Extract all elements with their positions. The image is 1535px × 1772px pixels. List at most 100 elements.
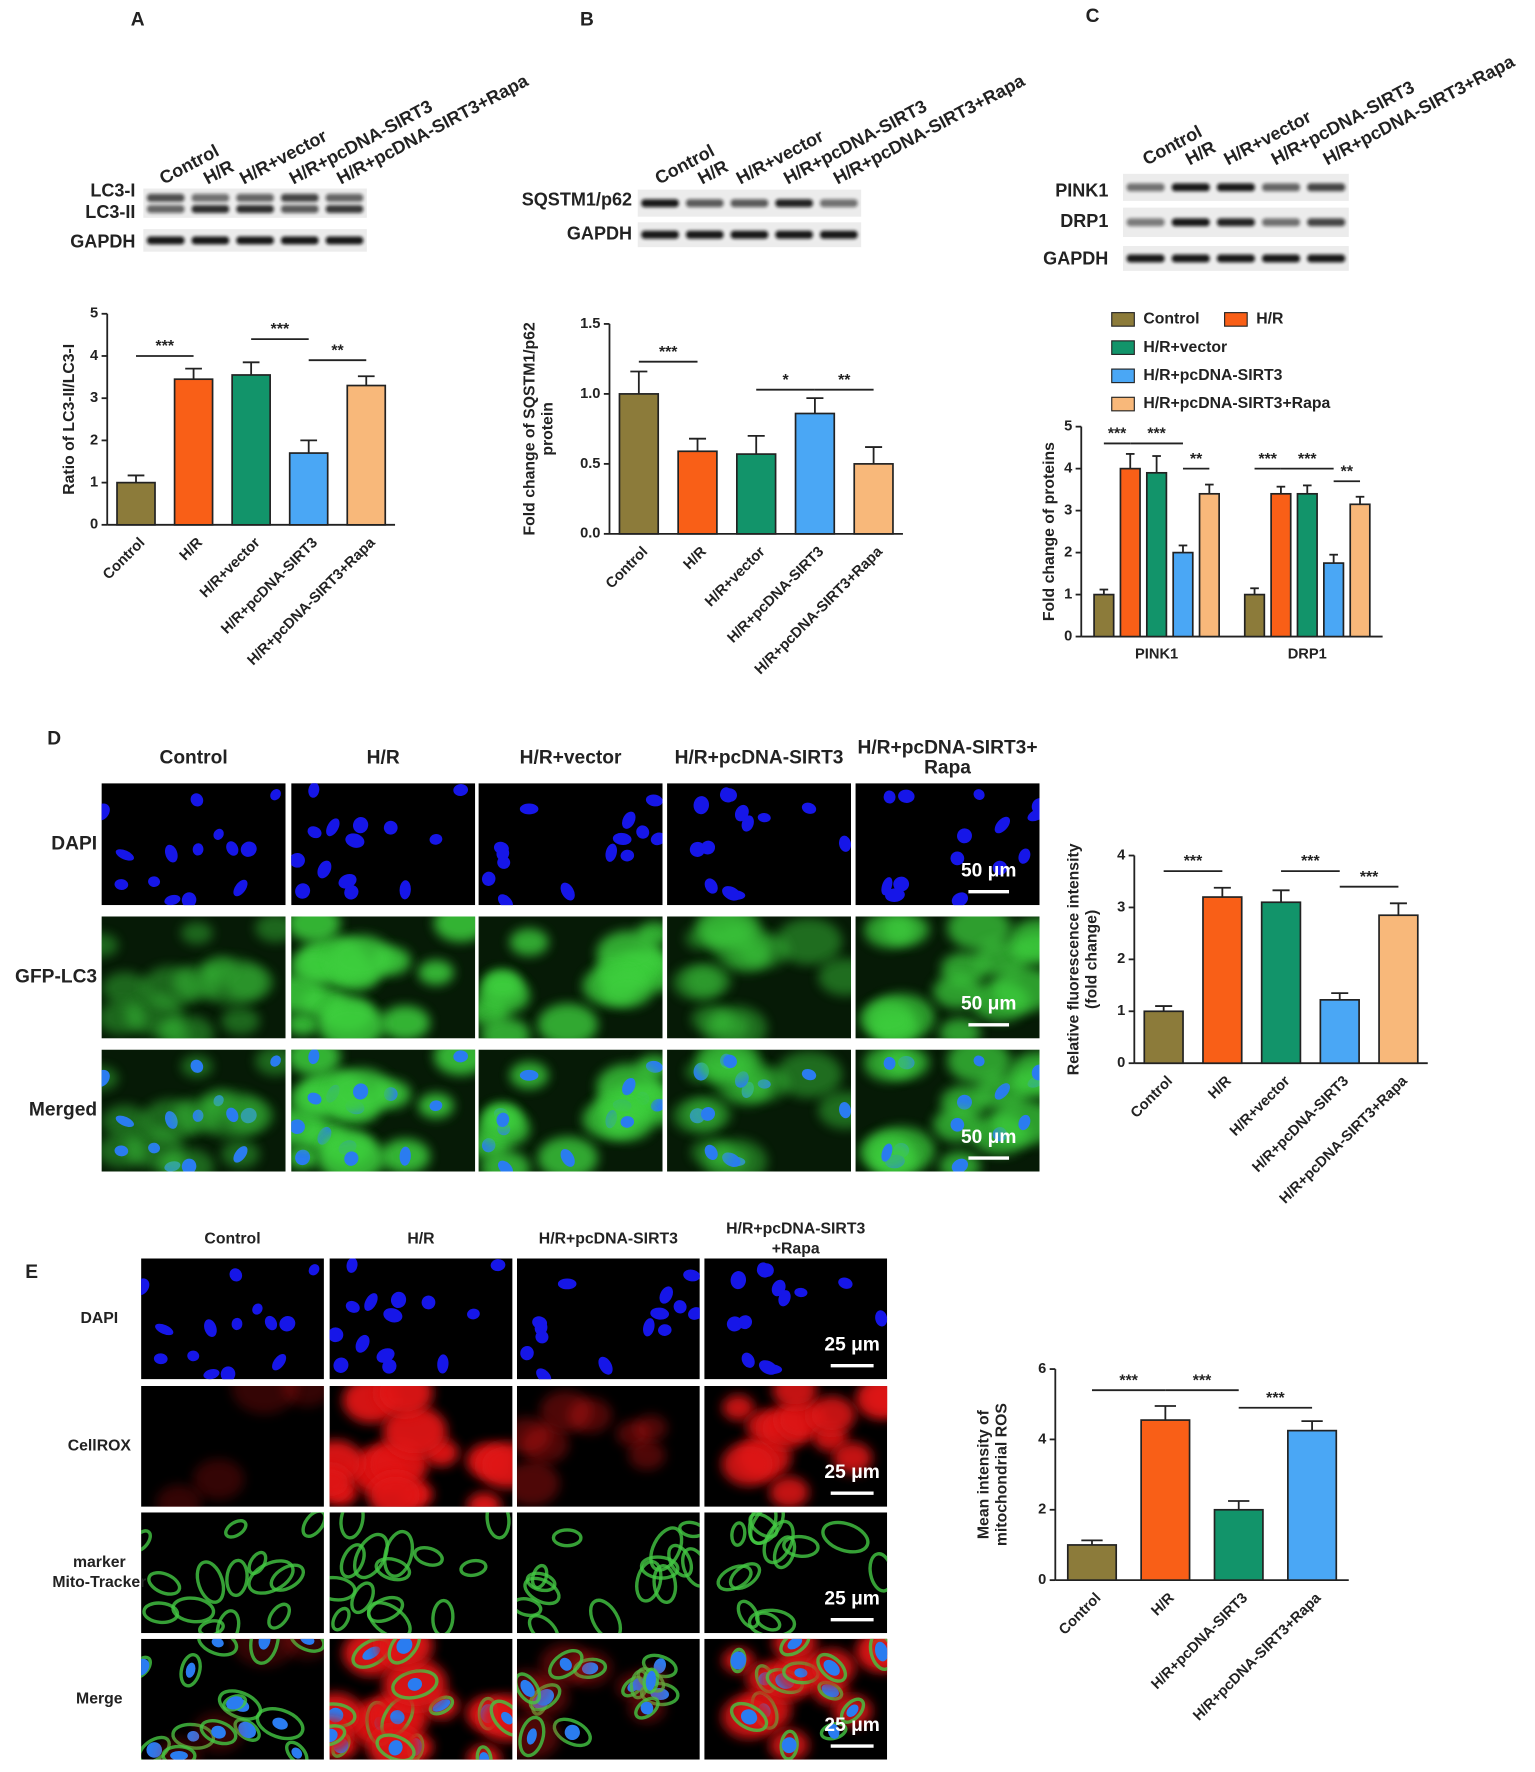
cell-nucleus [329, 1728, 338, 1743]
cell-mito [839, 1697, 866, 1724]
cell-ros [516, 1714, 560, 1759]
blot-band [281, 205, 319, 213]
cell-nucleus [187, 1350, 200, 1362]
cell-nucleus [700, 840, 716, 855]
micrograph-background [516, 1258, 700, 1380]
cell-nucleus [645, 1670, 656, 1691]
micrograph [704, 1385, 888, 1507]
cell-nucleus [801, 802, 817, 814]
cell-nucleus [229, 1268, 243, 1282]
cell-ros [192, 1458, 245, 1500]
cell-nucleus [211, 1725, 226, 1739]
cell-nucleus [730, 1271, 747, 1290]
blot-band [1126, 218, 1165, 227]
panel-label: C [1086, 6, 1100, 27]
cell-nucleus [153, 1353, 168, 1365]
cell-nucleus [645, 794, 663, 807]
scale-bar-label: 50 μm [961, 860, 1016, 881]
cell-nucleus [787, 1638, 803, 1650]
panel-label: E [25, 1262, 38, 1283]
cell-nucleus [211, 1638, 224, 1648]
cell-nucleus [291, 1747, 303, 1759]
cell-mito [195, 1560, 226, 1604]
cell-nucleus [760, 1263, 774, 1277]
cell-nucleus [875, 1310, 888, 1327]
cell-nucleus [307, 1092, 322, 1105]
cell-nucleus [429, 834, 443, 845]
cell-nucleus [345, 1300, 360, 1313]
blot-band [1262, 183, 1301, 192]
scale-bar-label: 50 μm [961, 994, 1016, 1015]
cell-mito [516, 1597, 543, 1618]
row-label: Merge [76, 1690, 123, 1707]
cell-nucleus [272, 1353, 287, 1371]
cell-nucleus [723, 1054, 737, 1069]
cell-nucleus [659, 1286, 673, 1304]
cell-nucleus [226, 841, 239, 856]
cell-nucleus [233, 1146, 248, 1163]
cell-mito [142, 1601, 180, 1625]
cell-gfp [509, 928, 549, 956]
legend-swatch [1111, 312, 1135, 327]
blot-band [146, 193, 185, 202]
bar [1260, 901, 1302, 1065]
micrograph-background [291, 783, 476, 906]
cell-gfp [698, 916, 762, 951]
cell-mito [329, 1724, 347, 1747]
cell-mito [431, 1598, 455, 1634]
cell-nucleus [564, 1724, 580, 1740]
blot-band [325, 205, 364, 213]
significance-label: ** [331, 342, 344, 359]
cell-mito [816, 1652, 848, 1683]
micrograph-background [141, 1512, 324, 1634]
cell-nucleus [115, 849, 134, 861]
cell-nucleus [957, 828, 972, 844]
cell-mito [391, 1669, 439, 1700]
cell-nucleus [560, 882, 575, 901]
cell-nucleus [308, 783, 320, 798]
cell-ros [807, 1396, 856, 1434]
row-label: Merged [29, 1100, 97, 1121]
cell-mito [383, 1529, 415, 1578]
micrograph [141, 1638, 324, 1760]
micrograph [478, 783, 663, 906]
row-label: Mito-Tracker [52, 1574, 146, 1591]
cell-gfp [291, 948, 339, 983]
cell-nucleus [620, 849, 635, 862]
y-tick-label: 0.0 [580, 526, 600, 542]
micrograph [855, 783, 1040, 906]
cell-mito [681, 1547, 700, 1588]
blot-band [685, 230, 724, 239]
blot-band [1216, 254, 1255, 263]
cell-ros [516, 1417, 551, 1455]
cell-mito [523, 1576, 561, 1606]
y-tick-label: 4 [1117, 847, 1126, 863]
cell-mito [736, 1599, 760, 1629]
cell-mito [782, 1534, 820, 1559]
cell-ros [772, 1385, 818, 1409]
y-tick-label: 3 [1117, 899, 1125, 915]
cell-nucleus [560, 1148, 575, 1167]
cell-gfp [291, 916, 341, 943]
significance-label: *** [1184, 853, 1203, 870]
cell-nucleus [192, 843, 204, 856]
cell-nucleus [838, 1277, 853, 1289]
cell-nucleus [496, 1112, 510, 1127]
cell-mito [339, 1543, 366, 1579]
cell-nucleus [801, 1068, 817, 1081]
scale-bar-label: 25 μm [824, 1715, 879, 1736]
cell-mito [301, 1512, 324, 1539]
cell-mito [339, 1512, 365, 1540]
cell-gfp [939, 1018, 981, 1039]
bar [173, 378, 214, 526]
cell-gfp [684, 964, 732, 998]
x-tick-label: H/R [1206, 1073, 1235, 1102]
micrograph [101, 916, 286, 1039]
micrograph [101, 1049, 286, 1172]
blot-band [236, 205, 274, 213]
column-label: H/R [407, 1230, 435, 1247]
blot-band [281, 193, 319, 202]
cell-nucleus [114, 1145, 129, 1157]
significance-label: ** [1190, 451, 1203, 468]
cell-nucleus [781, 1737, 797, 1754]
